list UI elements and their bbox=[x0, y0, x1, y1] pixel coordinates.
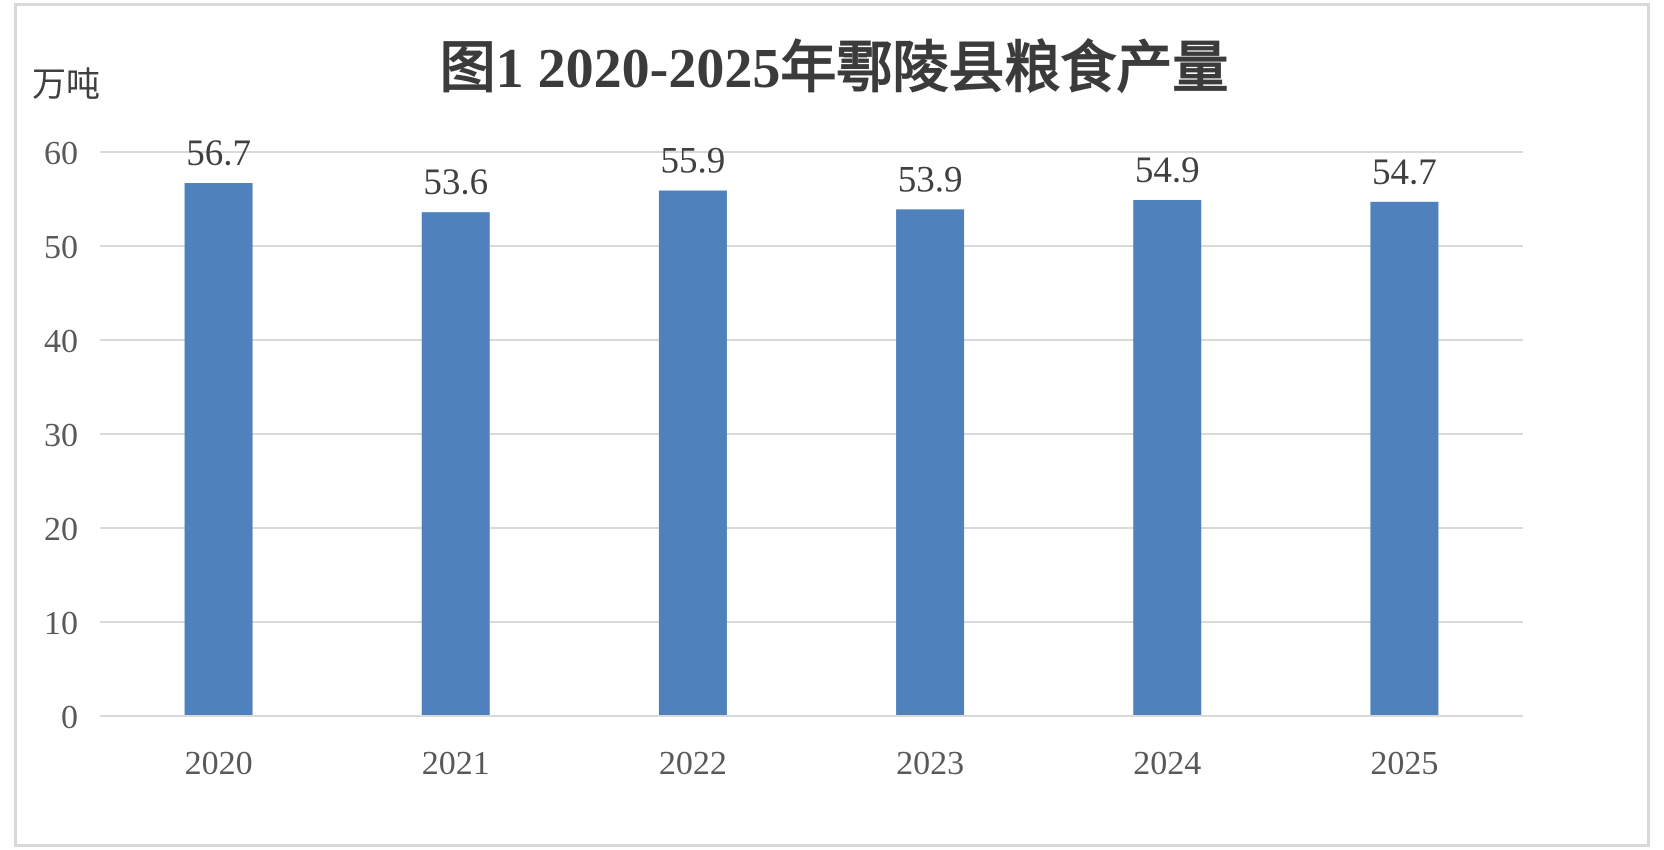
data-labels: 56.7 53.6 55.9 53.9 54.9 54.7 bbox=[186, 133, 1437, 203]
bars bbox=[184, 183, 1439, 717]
data-label-2021: 53.6 bbox=[423, 162, 488, 203]
x-tick-label-2020: 2020 bbox=[185, 745, 253, 782]
x-tick-label-2025: 2025 bbox=[1370, 745, 1438, 782]
y-axis-unit-label: 万吨 bbox=[32, 66, 100, 104]
bar-2025 bbox=[1370, 201, 1439, 716]
x-tick-label-2023: 2023 bbox=[896, 745, 964, 782]
y-tick-label-60: 60 bbox=[44, 135, 78, 172]
bar-2023 bbox=[896, 209, 965, 716]
y-tick-label-10: 10 bbox=[44, 605, 78, 642]
x-tick-label-2021: 2021 bbox=[422, 745, 490, 782]
data-label-2024: 54.9 bbox=[1135, 150, 1200, 191]
bar-2020 bbox=[184, 183, 253, 716]
data-label-2025: 54.7 bbox=[1372, 152, 1437, 193]
chart-title: 图1 2020-2025年鄠陵县粮食产量 bbox=[440, 38, 1229, 100]
y-tick-label-30: 30 bbox=[44, 417, 78, 454]
gridlines bbox=[100, 151, 1523, 623]
bar-2024 bbox=[1133, 199, 1202, 716]
y-tick-label-20: 20 bbox=[44, 511, 78, 548]
y-tick-label-40: 40 bbox=[44, 323, 78, 360]
data-label-2023: 53.9 bbox=[898, 159, 963, 200]
data-label-2022: 55.9 bbox=[661, 141, 726, 182]
bar-2022 bbox=[658, 190, 727, 717]
bar-2021 bbox=[421, 212, 490, 716]
x-tick-label-2022: 2022 bbox=[659, 745, 727, 782]
y-axis-tick-labels: 0 10 20 30 40 50 60 bbox=[44, 135, 78, 736]
x-tick-label-2024: 2024 bbox=[1133, 745, 1201, 782]
x-axis-tick-labels: 2020 2021 2022 2023 2024 2025 bbox=[185, 745, 1439, 782]
y-tick-label-50: 50 bbox=[44, 229, 78, 266]
y-tick-label-0: 0 bbox=[61, 699, 78, 736]
data-label-2020: 56.7 bbox=[186, 133, 251, 174]
